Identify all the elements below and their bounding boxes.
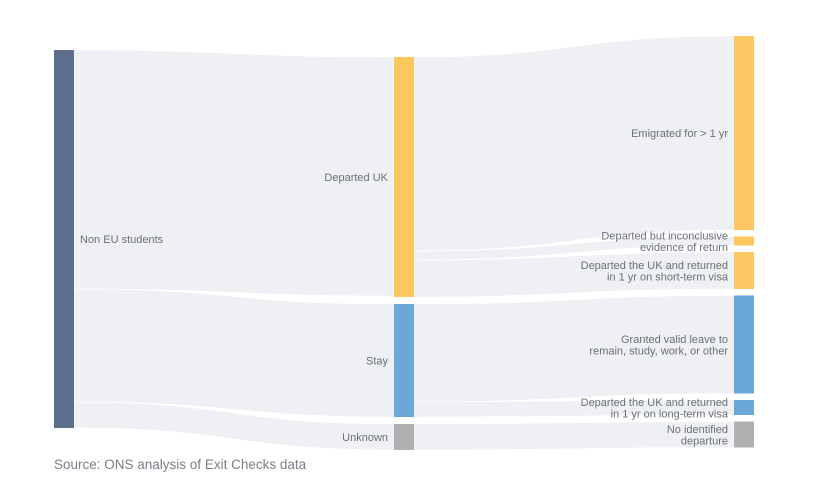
node-label-emigrated: Emigrated for > 1 yr bbox=[631, 128, 728, 140]
node-inconclusive[interactable] bbox=[734, 236, 754, 246]
node-label-line: Departed the UK and returned bbox=[581, 397, 728, 409]
node-short_term[interactable] bbox=[734, 252, 754, 289]
node-label-line: remain, study, work, or other bbox=[589, 345, 728, 357]
node-label-line: Emigrated for > 1 yr bbox=[631, 128, 728, 140]
node-label-line: Unknown bbox=[342, 432, 388, 444]
node-label-unknown: Unknown bbox=[342, 432, 388, 444]
links-layer bbox=[73, 35, 735, 451]
node-label-line: Non EU students bbox=[80, 234, 164, 246]
node-label-line: Departed the UK and returned bbox=[581, 260, 728, 272]
node-label-stay: Stay bbox=[366, 356, 389, 368]
node-label-line: Departed UK bbox=[324, 172, 388, 184]
labels-layer: Non EU students Departed UK Stay Unknown Emi… bbox=[80, 128, 729, 447]
node-departed[interactable] bbox=[394, 57, 414, 297]
node-label-short_term: Departed the UK and returned in 1 yr on s… bbox=[581, 260, 729, 284]
node-label-line: No identified bbox=[667, 424, 728, 436]
node-non_eu[interactable] bbox=[54, 50, 74, 428]
node-label-line: departure bbox=[681, 435, 728, 447]
node-label-line: evidence of return bbox=[640, 242, 728, 254]
node-label-line: Departed but inconclusive bbox=[601, 230, 728, 242]
node-label-line: in 1 yr on long-term visa bbox=[611, 408, 729, 420]
node-label-granted: Granted valid leave to remain, study, wor… bbox=[589, 334, 728, 358]
node-long_term[interactable] bbox=[734, 400, 754, 415]
node-label-inconclusive: Departed but inconclusive evidence of ret… bbox=[601, 230, 728, 254]
node-label-no_departure: No identified departure bbox=[667, 424, 728, 448]
node-no_departure[interactable] bbox=[734, 421, 754, 448]
link-non_eu-to-stay[interactable] bbox=[73, 288, 395, 418]
node-label-line: in 1 yr on short-term visa bbox=[607, 271, 729, 283]
node-label-non_eu: Non EU students bbox=[80, 234, 164, 246]
node-label-line: Stay bbox=[366, 356, 389, 368]
node-label-long_term: Departed the UK and returned in 1 yr on l… bbox=[581, 397, 729, 421]
node-label-line: Granted valid leave to bbox=[621, 334, 728, 346]
source-note: Source: ONS analysis of Exit Checks data bbox=[54, 457, 307, 472]
node-emigrated[interactable] bbox=[734, 36, 754, 230]
nodes-layer bbox=[54, 36, 754, 450]
node-label-departed: Departed UK bbox=[324, 172, 388, 184]
node-granted[interactable] bbox=[734, 295, 754, 394]
link-departed-to-emigrated[interactable] bbox=[413, 35, 735, 252]
node-stay[interactable] bbox=[394, 304, 414, 417]
node-unknown[interactable] bbox=[394, 424, 414, 450]
